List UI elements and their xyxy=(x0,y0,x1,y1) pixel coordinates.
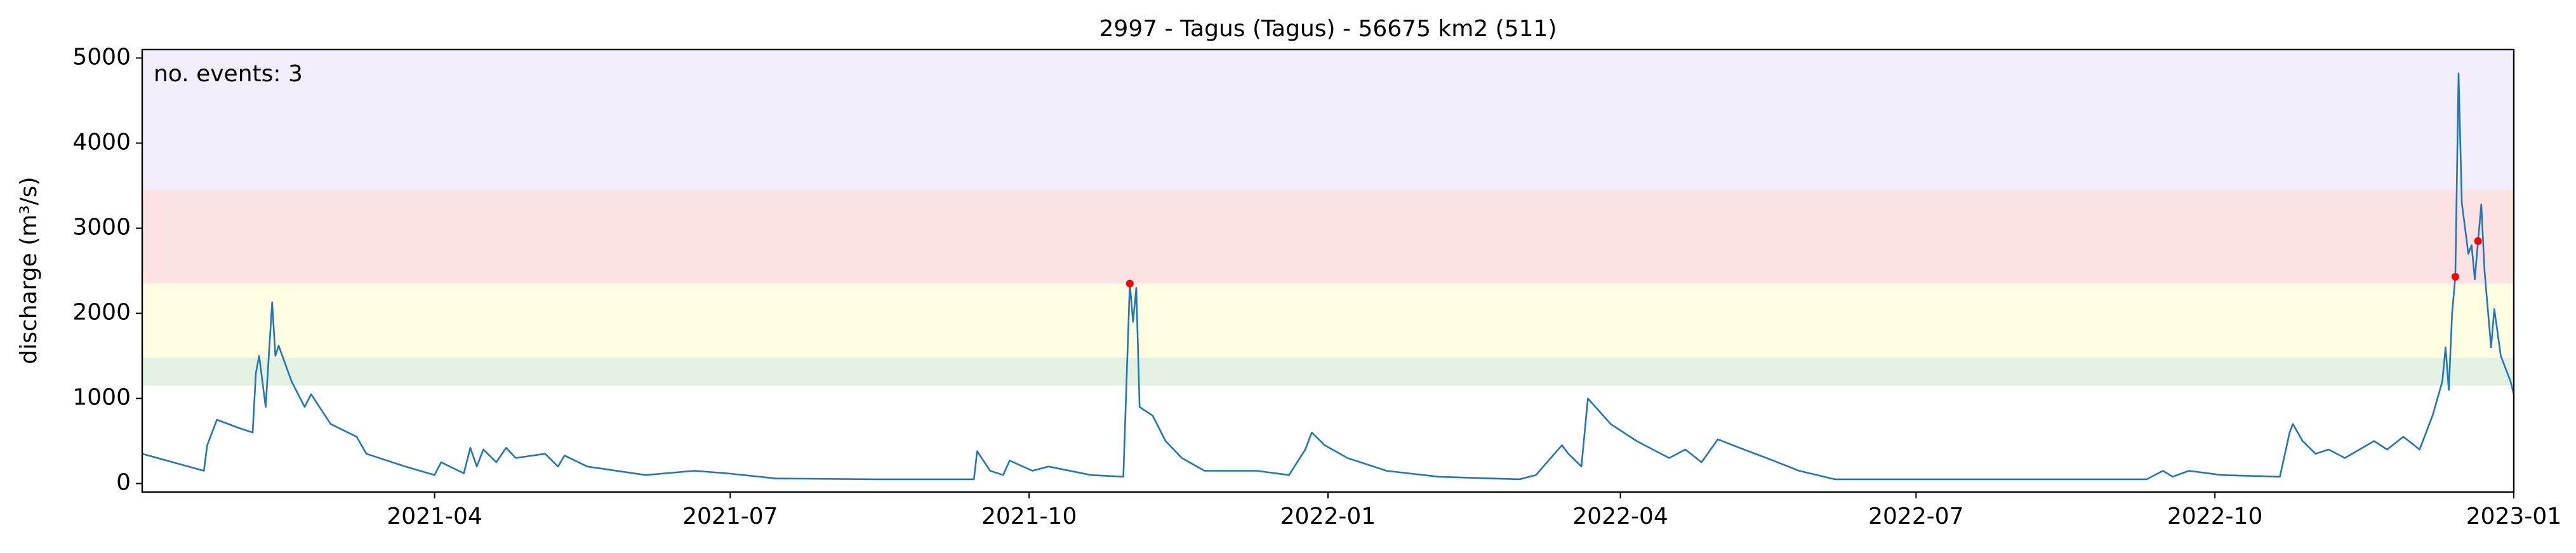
discharge-line xyxy=(142,72,2515,481)
threshold-band xyxy=(142,50,2514,190)
annotation: no. events: 3 xyxy=(154,61,303,87)
x-tick-label: 2021-10 xyxy=(981,503,1077,530)
plot-frame xyxy=(141,48,2515,493)
x-tick-label: 2021-04 xyxy=(387,503,482,530)
event-marker xyxy=(1125,279,1134,288)
threshold-band xyxy=(142,283,2514,358)
y-axis-label: discharge (m³/s) xyxy=(16,177,42,364)
y-tick-label: 0 xyxy=(116,470,131,496)
x-tick-label: 2022-07 xyxy=(1868,503,1963,530)
threshold-band xyxy=(142,357,2514,386)
x-tick-label: 2021-07 xyxy=(682,503,778,530)
x-tick-label: 2022-04 xyxy=(1572,503,1668,530)
y-tick-label: 5000 xyxy=(72,44,131,70)
y-tick-label: 1000 xyxy=(72,385,131,411)
y-tick-label: 4000 xyxy=(72,129,131,155)
event-marker xyxy=(2474,237,2482,245)
y-tick-label: 3000 xyxy=(72,214,131,240)
x-tick-label: 2022-01 xyxy=(1280,503,1376,530)
y-tick-label: 2000 xyxy=(72,300,131,326)
chart-title: 2997 - Tagus (Tagus) - 56675 km2 (511) xyxy=(1099,16,1557,42)
x-tick-label: 2022-10 xyxy=(2167,503,2262,530)
threshold-band xyxy=(142,190,2514,284)
x-tick-label: 2023-01 xyxy=(2466,503,2561,530)
event-marker xyxy=(2451,272,2459,281)
